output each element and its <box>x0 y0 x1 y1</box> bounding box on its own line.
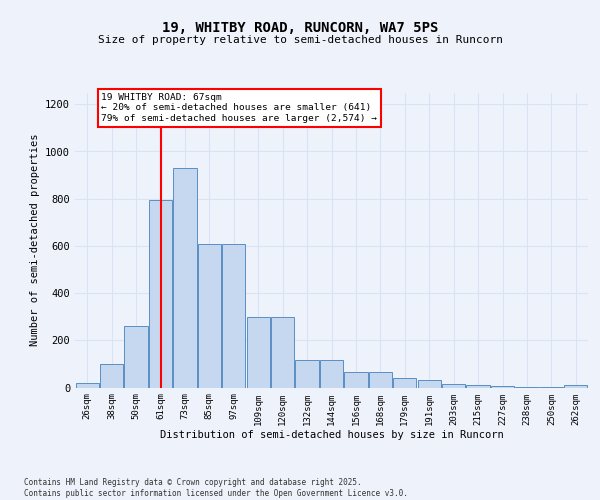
Bar <box>76 383 99 388</box>
Y-axis label: Number of semi-detached properties: Number of semi-detached properties <box>29 134 40 346</box>
Text: 19 WHITBY ROAD: 67sqm
← 20% of semi-detached houses are smaller (641)
79% of sem: 19 WHITBY ROAD: 67sqm ← 20% of semi-deta… <box>101 93 377 123</box>
Bar <box>491 386 514 388</box>
Bar <box>442 384 465 388</box>
Bar <box>564 385 587 388</box>
Text: Contains HM Land Registry data © Crown copyright and database right 2025.
Contai: Contains HM Land Registry data © Crown c… <box>24 478 408 498</box>
Bar <box>466 385 490 388</box>
Bar <box>393 378 416 388</box>
Bar <box>247 316 270 388</box>
Bar <box>100 364 123 388</box>
Bar <box>271 316 294 388</box>
Bar <box>295 360 319 388</box>
Bar <box>173 168 197 388</box>
X-axis label: Distribution of semi-detached houses by size in Runcorn: Distribution of semi-detached houses by … <box>160 430 503 440</box>
Bar <box>320 360 343 388</box>
Bar <box>369 372 392 388</box>
Bar <box>344 372 368 388</box>
Text: 19, WHITBY ROAD, RUNCORN, WA7 5PS: 19, WHITBY ROAD, RUNCORN, WA7 5PS <box>162 21 438 35</box>
Bar <box>198 244 221 388</box>
Bar <box>149 200 172 388</box>
Bar <box>515 386 539 388</box>
Bar <box>222 244 245 388</box>
Text: Size of property relative to semi-detached houses in Runcorn: Size of property relative to semi-detach… <box>97 35 503 45</box>
Bar <box>124 326 148 388</box>
Bar <box>418 380 441 388</box>
